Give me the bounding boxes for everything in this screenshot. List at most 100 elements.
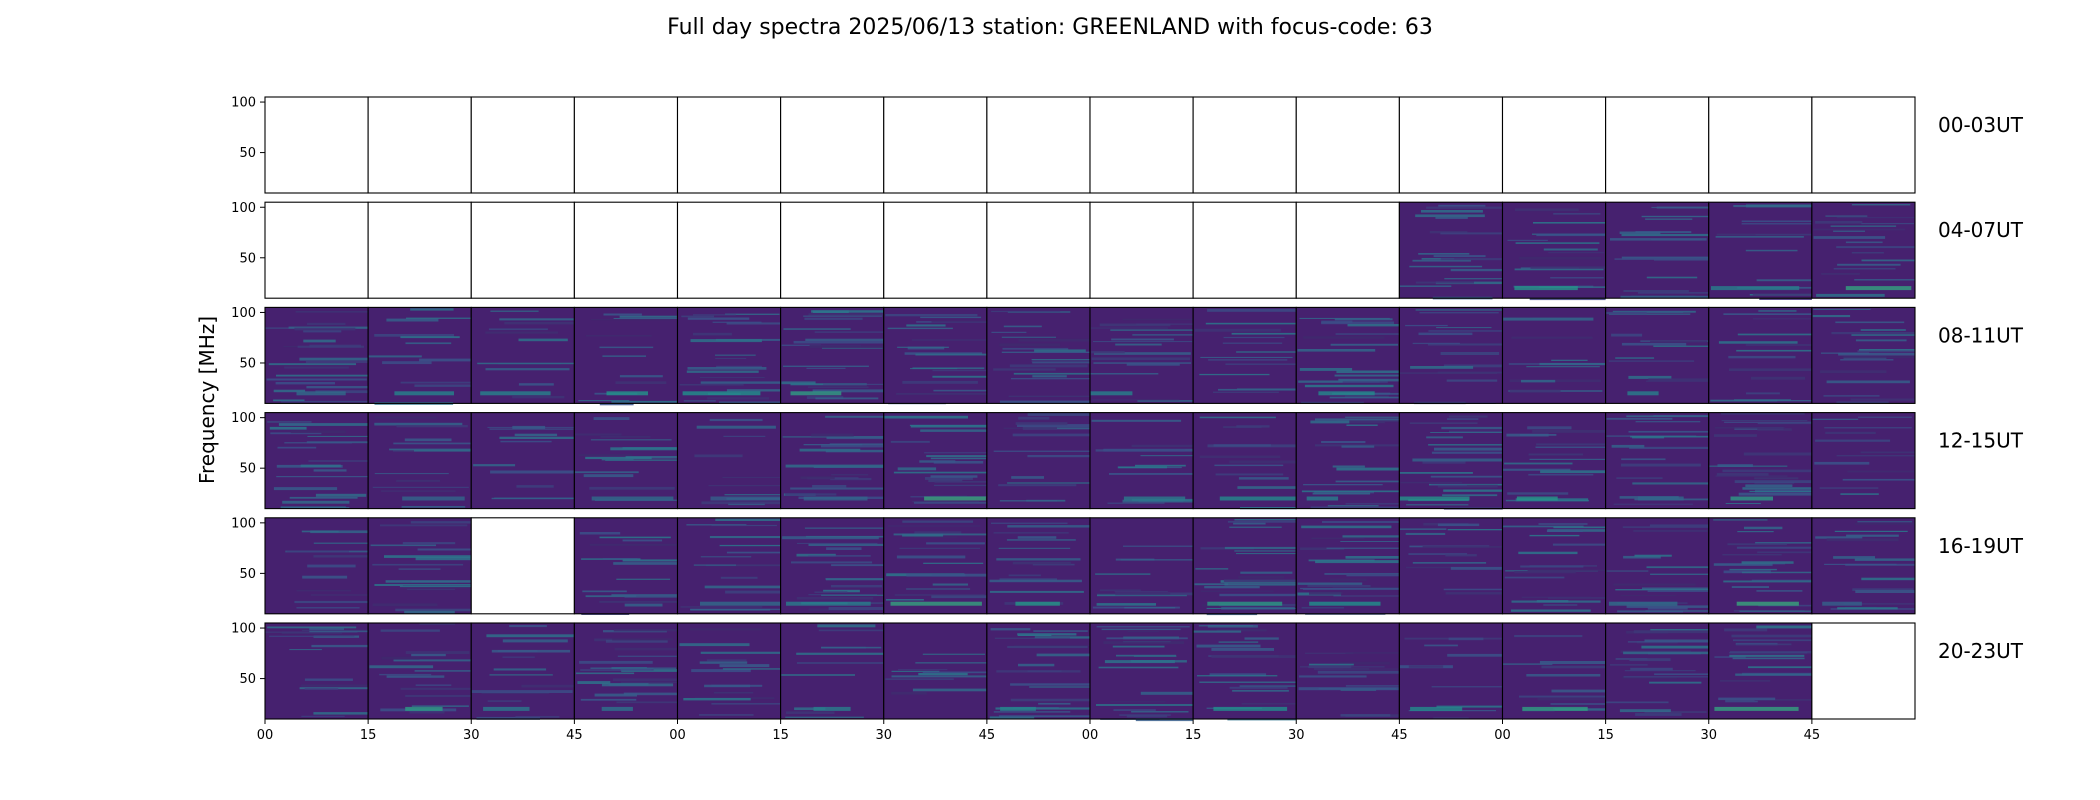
- spectral-line: [996, 670, 1081, 673]
- spectral-line: [411, 653, 446, 657]
- spectral-line: [933, 461, 984, 464]
- spectral-line: [796, 553, 836, 557]
- spectral-line: [1748, 666, 1812, 669]
- empty-panel: [1193, 97, 1297, 193]
- spectral-line: [1299, 666, 1385, 668]
- spectral-line: [1635, 231, 1692, 233]
- spectral-line: [1137, 400, 1194, 402]
- spectral-line: [1421, 258, 1455, 260]
- spectral-line: [1445, 592, 1503, 595]
- spectral-line: [886, 599, 924, 601]
- spectral-line: [407, 588, 455, 591]
- spectral-line: [1526, 674, 1601, 677]
- spectral-line: [500, 440, 552, 443]
- spectral-line: [1329, 396, 1400, 399]
- spectral-line: [294, 600, 369, 604]
- spectral-line: [374, 473, 449, 475]
- spectral-line: [582, 590, 627, 593]
- spectrogram-panel: [367, 412, 472, 510]
- spectral-line: [302, 629, 369, 632]
- spectral-line: [1716, 473, 1769, 477]
- spectral-line: [1430, 432, 1503, 433]
- spectral-line: [1442, 494, 1498, 497]
- spectral-line: [1405, 324, 1448, 327]
- spectral-line: [1833, 230, 1865, 232]
- spectral-line: [1755, 542, 1812, 544]
- y-tick-label: 50: [239, 146, 256, 161]
- spectrogram-panel: [367, 96, 472, 194]
- spectral-line: [1345, 556, 1400, 559]
- spectral-line: [1630, 435, 1709, 438]
- row-label: 16-19UT: [1938, 534, 2024, 558]
- spectral-line: [277, 446, 317, 449]
- low-band-emission: [1608, 601, 1678, 606]
- spectral-line: [1301, 490, 1400, 493]
- spectral-line: [289, 649, 322, 651]
- spectrogram-panel: [367, 622, 472, 720]
- spectral-line: [599, 403, 634, 406]
- spectral-line: [1002, 347, 1069, 350]
- spectral-line: [1537, 697, 1606, 701]
- spectral-line: [1628, 375, 1672, 379]
- spectral-line: [1140, 455, 1194, 457]
- spectral-line: [1718, 697, 1776, 701]
- spectral-line: [796, 597, 874, 600]
- spectra-row-20-23UT: 100 50 20-23UT: [231, 622, 2024, 722]
- spectral-line: [1543, 248, 1598, 251]
- spectral-line: [1099, 323, 1171, 327]
- spectrogram-panel: [470, 201, 575, 299]
- spectral-line: [1621, 342, 1687, 346]
- y-tick-label: 50: [239, 251, 256, 266]
- spectral-line: [1838, 352, 1915, 356]
- spectrogram-panel: [1708, 517, 1813, 615]
- low-band-emission: [1410, 706, 1463, 711]
- spectral-line: [1027, 413, 1090, 416]
- spectral-line: [1440, 352, 1500, 355]
- spectral-line: [1623, 651, 1709, 655]
- spectral-line: [1519, 256, 1602, 260]
- spectral-line: [1719, 680, 1771, 682]
- spectral-line: [1509, 389, 1561, 393]
- spectral-line: [1521, 379, 1556, 383]
- spectral-line: [309, 630, 369, 633]
- spectral-line: [619, 315, 678, 318]
- x-tick-label: 30: [1288, 728, 1305, 743]
- low-band-emission: [1516, 496, 1558, 501]
- spectral-line: [1725, 503, 1761, 504]
- spectrogram-panel: [1501, 306, 1607, 404]
- spectral-line: [1722, 469, 1812, 473]
- spectral-line: [1855, 339, 1907, 342]
- spectral-line: [1225, 363, 1297, 365]
- spectral-line: [1756, 279, 1812, 282]
- spectral-line: [616, 578, 671, 580]
- spectral-line: [1650, 629, 1709, 632]
- spectral-line: [1528, 473, 1594, 476]
- low-band-emission: [1306, 496, 1339, 501]
- empty-panel: [368, 202, 472, 299]
- spectral-line: [490, 470, 575, 474]
- spectral-line: [831, 564, 884, 567]
- spectrogram-background: [368, 517, 472, 614]
- spectral-line: [1615, 357, 1655, 359]
- spectral-line: [1418, 332, 1473, 336]
- spectrogram-panel: [1501, 96, 1607, 194]
- spectral-line: [1340, 541, 1400, 542]
- spectral-line: [1345, 416, 1400, 418]
- spectral-line: [1012, 433, 1090, 437]
- spectral-line: [611, 594, 678, 596]
- spectral-line: [1093, 341, 1193, 343]
- spectral-line: [1728, 355, 1796, 359]
- spectral-line: [1845, 241, 1883, 244]
- spectral-line: [1106, 637, 1188, 640]
- spectral-line: [806, 367, 846, 369]
- spectral-line: [1007, 645, 1088, 649]
- spectral-line: [284, 442, 352, 444]
- spectral-line: [1551, 359, 1588, 361]
- low-band-emission: [606, 391, 648, 396]
- spectral-line: [368, 355, 422, 358]
- spectral-line: [1616, 477, 1663, 479]
- spectrogram-panel: [470, 517, 575, 615]
- spectral-line: [781, 674, 855, 676]
- spectral-line: [1635, 713, 1682, 716]
